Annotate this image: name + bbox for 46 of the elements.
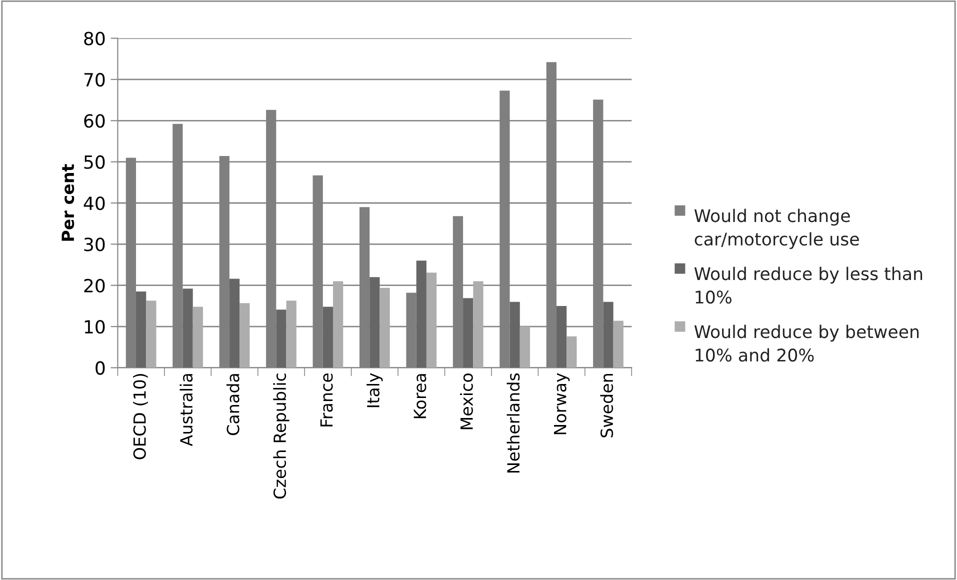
bar xyxy=(240,303,250,368)
legend-label: Would reduce by less than 10% xyxy=(694,266,922,304)
legend-label: Would reduce by between 10% and 20% xyxy=(694,324,919,362)
bar xyxy=(416,260,426,368)
y-tick-label: 60 xyxy=(84,114,105,128)
bar xyxy=(556,306,567,368)
bar xyxy=(333,281,344,368)
bar xyxy=(286,300,296,368)
bar xyxy=(276,310,286,368)
bar xyxy=(182,288,193,368)
x-tick-label: Australia xyxy=(180,374,193,446)
bar xyxy=(192,306,203,368)
x-tick-label: Italy xyxy=(366,373,383,408)
bar xyxy=(370,277,380,368)
x-tick-label: Sweden xyxy=(600,374,614,438)
bar xyxy=(463,298,474,368)
bar xyxy=(566,336,577,368)
x-tick-label: France xyxy=(320,373,333,426)
y-tick-label: 50 xyxy=(84,155,105,169)
y-axis-title: Per cent xyxy=(62,164,74,241)
x-tick-label: Korea xyxy=(414,374,426,418)
bar xyxy=(603,302,614,368)
y-tick-label: 30 xyxy=(84,238,105,252)
bar xyxy=(229,278,240,368)
bar xyxy=(380,288,390,368)
y-tick-label: 0 xyxy=(96,361,105,375)
y-tick-label: 10 xyxy=(84,320,105,334)
bar xyxy=(473,281,484,368)
bar xyxy=(520,326,530,368)
bar xyxy=(426,272,437,368)
x-tick-label: Mexico xyxy=(460,373,473,430)
bar xyxy=(510,302,520,368)
legend-label: Would not change car/motorcycle use xyxy=(694,208,859,249)
y-tick-label: 20 xyxy=(84,278,105,292)
y-tick-label: 70 xyxy=(84,72,105,87)
bar xyxy=(136,292,146,368)
y-tick-label: 40 xyxy=(84,196,105,210)
x-tick-label: Norway xyxy=(554,373,570,434)
x-tick-label: Canada xyxy=(226,374,240,436)
bar xyxy=(146,300,156,368)
x-tick-label: Czech Republic xyxy=(273,374,290,499)
x-tick-label: OECD (10) xyxy=(133,374,148,460)
x-tick-label: Netherlands xyxy=(506,373,520,473)
bar xyxy=(613,320,624,368)
y-tick-label: 80 xyxy=(84,32,105,46)
bar xyxy=(322,306,334,368)
